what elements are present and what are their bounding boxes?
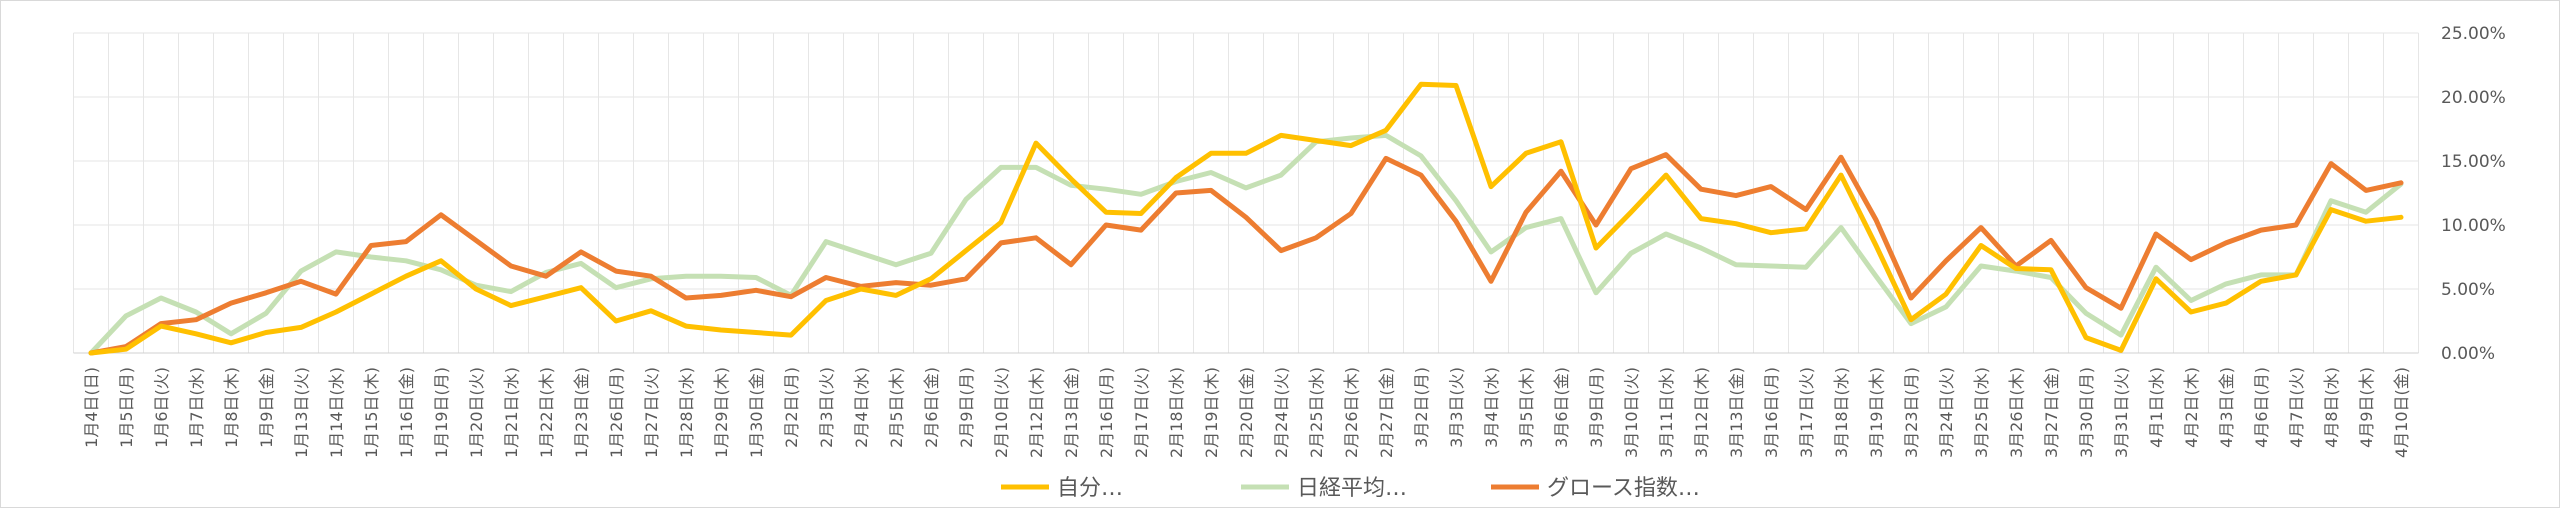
x-tick-label: 3月10日(火) xyxy=(1622,367,1641,458)
x-tick-label: 2月24日(火) xyxy=(1272,367,1291,458)
x-tick-label: 4月7日(火) xyxy=(2287,367,2306,448)
x-tick-label: 3月6日(金) xyxy=(1552,367,1571,448)
x-tick-label: 3月23日(月) xyxy=(1902,367,1921,458)
series-line xyxy=(88,81,2404,356)
x-tick-label: 4月6日(月) xyxy=(2252,367,2271,448)
x-tick-label: 3月5日(木) xyxy=(1517,367,1536,448)
x-tick-label: 2月12日(木) xyxy=(1027,367,1046,458)
x-tick-label: 3月26日(木) xyxy=(2007,367,2026,458)
x-tick-label: 3月3日(火) xyxy=(1447,367,1466,448)
x-tick-label: 1月16日(金) xyxy=(397,367,416,458)
x-tick-label: 1月15日(木) xyxy=(362,367,381,458)
series-line xyxy=(88,132,2404,356)
y-tick-label: 20.00% xyxy=(2441,88,2506,108)
x-tick-label: 4月3日(金) xyxy=(2217,367,2236,448)
x-tick-label: 2月20日(金) xyxy=(1237,367,1256,458)
x-tick-label: 1月13日(火) xyxy=(292,367,311,458)
x-tick-label: 3月31日(火) xyxy=(2112,367,2131,458)
y-axis-tick-labels: 0.00% 5.00% 10.00% 15.00% 20.00% 25.00% xyxy=(2441,24,2506,364)
x-tick-label: 2月4日(水) xyxy=(852,367,871,448)
x-tick-label: 2月10日(火) xyxy=(992,367,1011,458)
x-tick-label: 3月2日(月) xyxy=(1412,367,1431,448)
x-tick-label: 3月17日(火) xyxy=(1797,367,1816,458)
x-tick-label: 1月9日(金) xyxy=(257,367,276,448)
x-tick-label: 2月9日(月) xyxy=(957,367,976,448)
legend-label: 自分… xyxy=(1057,476,1123,501)
x-tick-label: 2月2日(月) xyxy=(782,367,801,448)
x-tick-label: 2月26日(木) xyxy=(1342,367,1361,458)
x-tick-label: 3月27日(金) xyxy=(2042,367,2061,458)
x-tick-label: 2月3日(火) xyxy=(817,367,836,448)
x-axis-tick-labels: 1月4日(日) 1月5日(月) 1月6日(火) 1月7日(水) 1月8日(木) 1月9日(… xyxy=(82,367,2411,458)
x-tick-label: 1月7日(水) xyxy=(187,367,206,448)
x-tick-label: 3月19日(木) xyxy=(1867,367,1886,458)
x-tick-label: 1月19日(月) xyxy=(432,367,451,458)
x-tick-label: 3月30日(月) xyxy=(2077,367,2096,458)
x-tick-label: 4月9日(木) xyxy=(2357,367,2376,448)
x-tick-label: 3月16日(月) xyxy=(1762,367,1781,458)
x-tick-label: 2月5日(木) xyxy=(887,367,906,448)
x-tick-label: 4月10日(金) xyxy=(2392,367,2411,458)
series-lines xyxy=(88,81,2404,356)
x-tick-label: 2月13日(金) xyxy=(1062,367,1081,458)
x-tick-label: 1月5日(月) xyxy=(117,367,136,448)
x-tick-label: 1月22日(木) xyxy=(537,367,556,458)
x-tick-label: 1月29日(木) xyxy=(712,367,731,458)
y-tick-label: 10.00% xyxy=(2441,216,2506,236)
x-tick-label: 4月8日(水) xyxy=(2322,367,2341,448)
x-tick-label: 2月27日(金) xyxy=(1377,367,1396,458)
x-tick-label: 1月4日(日) xyxy=(82,367,101,448)
x-tick-label: 2月18日(水) xyxy=(1167,367,1186,458)
gridlines xyxy=(73,32,2419,354)
x-tick-label: 2月17日(火) xyxy=(1132,367,1151,458)
legend-label: グロース指数… xyxy=(1547,476,1700,501)
x-tick-label: 3月24日(火) xyxy=(1937,367,1956,458)
x-tick-label: 3月13日(金) xyxy=(1727,367,1746,458)
x-tick-label: 1月14日(水) xyxy=(327,367,346,458)
legend-label: 日経平均… xyxy=(1297,476,1407,501)
y-tick-label: 25.00% xyxy=(2441,24,2506,44)
x-tick-label: 3月25日(水) xyxy=(1972,367,1991,458)
y-tick-label: 15.00% xyxy=(2441,152,2506,172)
x-tick-label: 1月26日(月) xyxy=(607,367,626,458)
x-tick-label: 1月23日(金) xyxy=(572,367,591,458)
y-tick-label: 0.00% xyxy=(2441,344,2495,364)
series-line xyxy=(88,152,2404,356)
x-tick-label: 2月16日(月) xyxy=(1097,367,1116,458)
x-tick-label: 1月21日(水) xyxy=(502,367,521,458)
x-tick-label: 1月8日(木) xyxy=(222,367,241,448)
x-tick-label: 2月6日(金) xyxy=(922,367,941,448)
x-tick-label: 1月30日(金) xyxy=(747,367,766,458)
x-tick-label: 3月4日(水) xyxy=(1482,367,1501,448)
x-tick-label: 1月27日(火) xyxy=(642,367,661,458)
x-tick-label: 4月2日(木) xyxy=(2182,367,2201,448)
x-tick-label: 1月20日(火) xyxy=(467,367,486,458)
x-tick-label: 2月25日(水) xyxy=(1307,367,1326,458)
legend: 自分… 日経平均… グロース指数… xyxy=(1001,476,1700,501)
x-tick-label: 1月6日(火) xyxy=(152,367,171,448)
x-tick-label: 3月12日(木) xyxy=(1692,367,1711,458)
x-tick-label: 2月19日(木) xyxy=(1202,367,1221,458)
x-tick-label: 3月11日(水) xyxy=(1657,367,1676,458)
x-tick-label: 4月1日(水) xyxy=(2147,367,2166,448)
x-tick-label: 1月28日(水) xyxy=(677,367,696,458)
x-tick-label: 3月9日(月) xyxy=(1587,367,1606,448)
y-tick-label: 5.00% xyxy=(2441,280,2495,300)
x-tick-label: 3月18日(水) xyxy=(1832,367,1851,458)
